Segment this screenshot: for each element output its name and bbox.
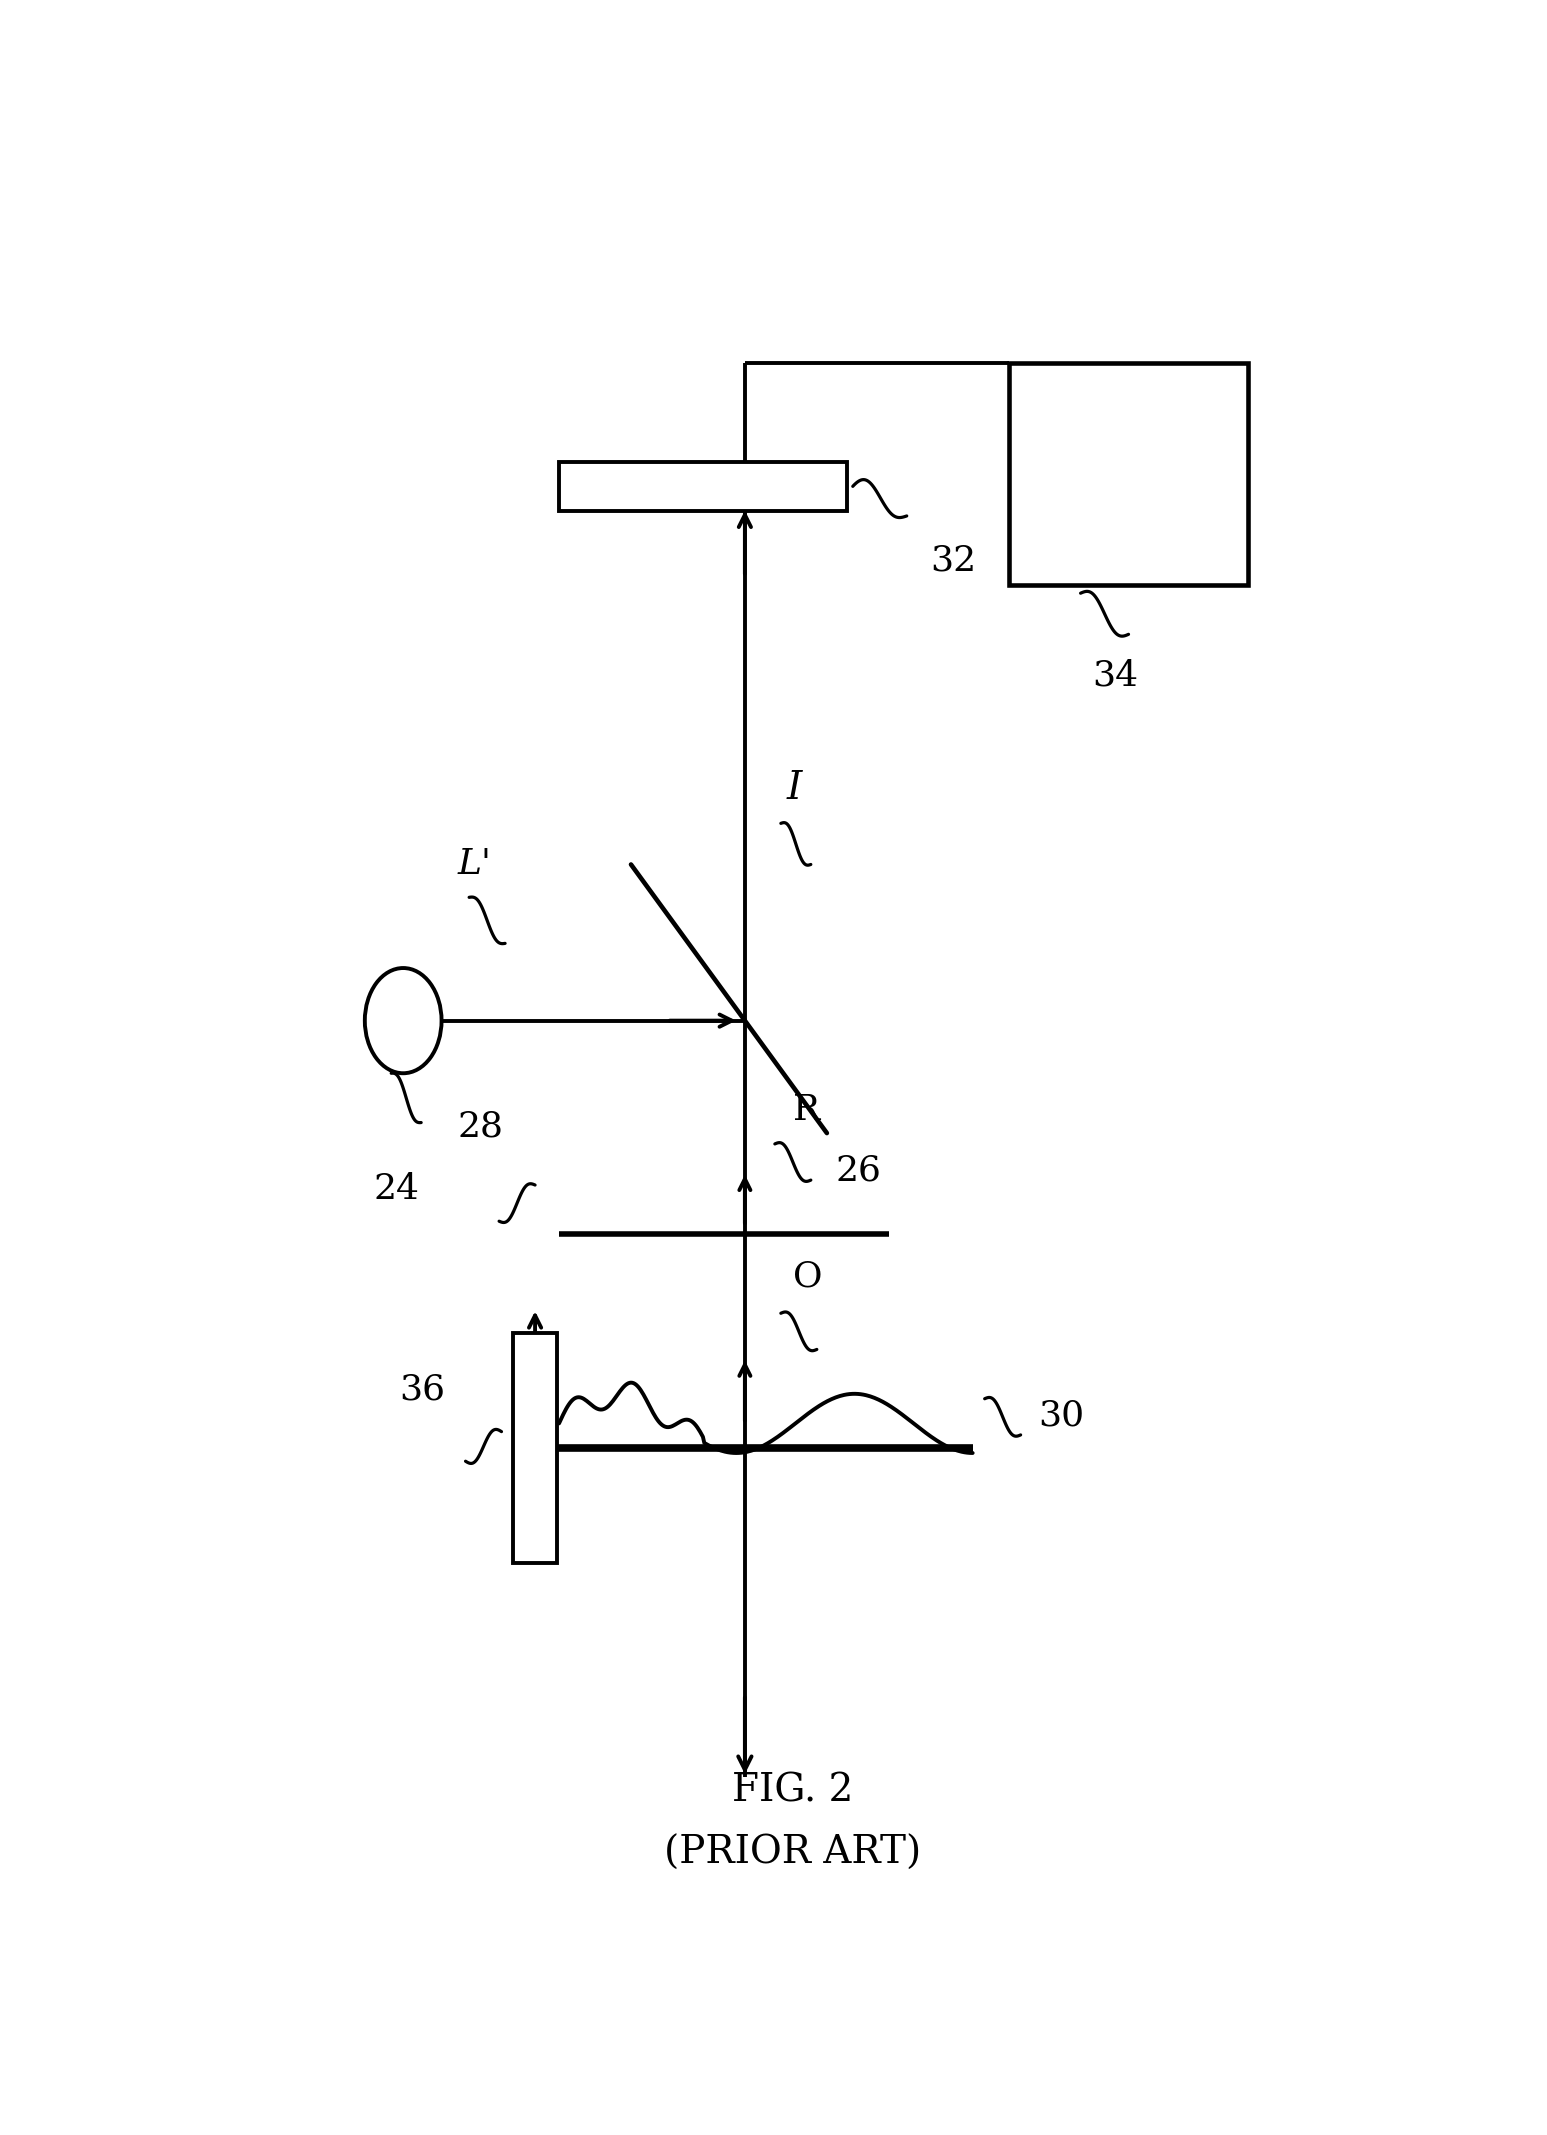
Text: (PRIOR ART): (PRIOR ART) bbox=[664, 1834, 922, 1872]
Text: 32: 32 bbox=[931, 544, 976, 579]
Text: 34: 34 bbox=[1092, 660, 1139, 694]
Bar bbox=[514, 1332, 557, 1563]
Bar bbox=[1009, 363, 1248, 585]
Text: O: O bbox=[792, 1260, 823, 1294]
Text: 24: 24 bbox=[373, 1172, 419, 1206]
Text: 26: 26 bbox=[835, 1153, 882, 1187]
Text: I: I bbox=[787, 771, 803, 807]
Text: 36: 36 bbox=[399, 1373, 446, 1407]
Text: FIG. 2: FIG. 2 bbox=[732, 1772, 854, 1810]
Text: R: R bbox=[792, 1093, 820, 1127]
Bar bbox=[558, 461, 846, 510]
Text: 28: 28 bbox=[458, 1110, 503, 1144]
Text: 30: 30 bbox=[1038, 1398, 1084, 1433]
Text: L': L' bbox=[458, 848, 490, 882]
